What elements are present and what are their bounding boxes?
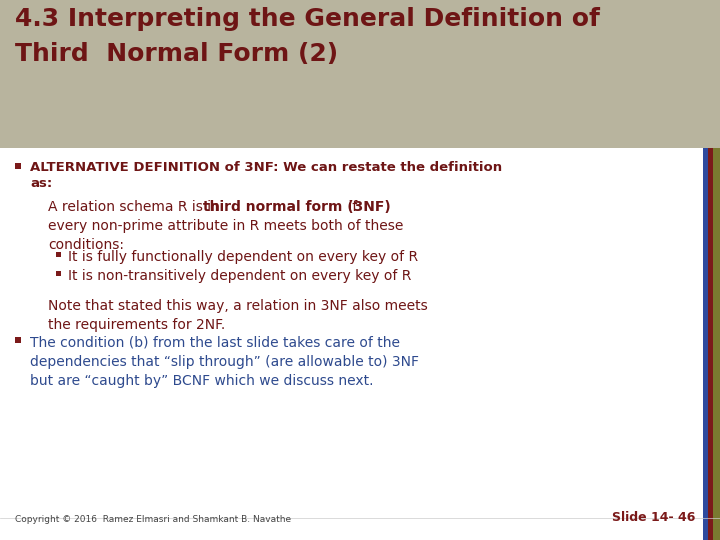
Bar — [15, 163, 21, 169]
Text: Note that stated this way, a relation in 3NF also meets: Note that stated this way, a relation in… — [48, 299, 428, 313]
Text: It is non-transitively dependent on every key of R: It is non-transitively dependent on ever… — [68, 269, 411, 283]
Text: A relation schema R is in: A relation schema R is in — [48, 200, 224, 214]
Bar — [55, 252, 60, 256]
Bar — [703, 148, 708, 540]
Bar — [0, 148, 703, 540]
Text: Third  Normal Form (2): Third Normal Form (2) — [15, 42, 338, 66]
Bar — [708, 148, 713, 540]
Text: conditions:: conditions: — [48, 238, 124, 252]
Bar — [0, 0, 720, 148]
Text: Copyright © 2016  Ramez Elmasri and Shamkant B. Navathe: Copyright © 2016 Ramez Elmasri and Shamk… — [15, 515, 291, 524]
Text: but are “caught by” BCNF which we discuss next.: but are “caught by” BCNF which we discus… — [30, 374, 374, 388]
Text: if: if — [344, 200, 357, 214]
Text: 4.3 Interpreting the General Definition of: 4.3 Interpreting the General Definition … — [15, 7, 600, 31]
Text: every non-prime attribute in R meets both of these: every non-prime attribute in R meets bot… — [48, 219, 403, 233]
Text: third normal form (3NF): third normal form (3NF) — [203, 200, 391, 214]
Text: the requirements for 2NF.: the requirements for 2NF. — [48, 318, 225, 332]
Bar — [713, 148, 720, 540]
Text: ALTERNATIVE DEFINITION of 3NF: We can restate the definition: ALTERNATIVE DEFINITION of 3NF: We can re… — [30, 161, 502, 174]
Bar — [55, 271, 60, 275]
Bar — [15, 337, 21, 343]
Text: dependencies that “slip through” (are allowable to) 3NF: dependencies that “slip through” (are al… — [30, 355, 419, 369]
Text: It is fully functionally dependent on every key of R: It is fully functionally dependent on ev… — [68, 250, 418, 264]
Text: The condition (b) from the last slide takes care of the: The condition (b) from the last slide ta… — [30, 336, 400, 350]
Text: Slide 14- 46: Slide 14- 46 — [611, 511, 695, 524]
Text: as:: as: — [30, 177, 53, 190]
